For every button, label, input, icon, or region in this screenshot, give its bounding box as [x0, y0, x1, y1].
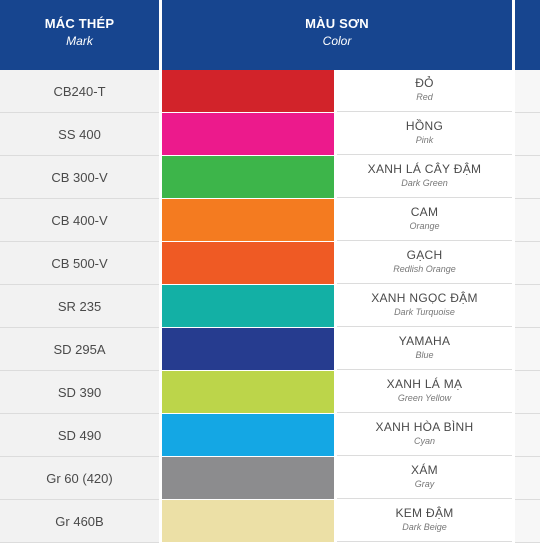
mark-cell: Gr 460B [0, 500, 159, 543]
mark-cell: SD 295A [0, 328, 159, 371]
color-name-cell: XANH HÒA BÌNH Cyan [337, 414, 512, 456]
table-row: SD 490 XANH HÒA BÌNH Cyan [0, 414, 540, 457]
color-swatch [162, 156, 334, 199]
color-swatch [162, 242, 334, 285]
color-name-vn: YAMAHA [398, 334, 451, 348]
mark-cell: SR 235 [0, 285, 159, 328]
table-row: CB 400-V CAM Orange [0, 199, 540, 242]
color-name-cell: GẠCH Redlish Orange [337, 242, 512, 284]
extra-cell [515, 328, 540, 371]
color-name-cell: ĐỎ Red [337, 70, 512, 112]
color-name-cell: CAM Orange [337, 199, 512, 241]
color-name-vn: CAM [410, 205, 439, 219]
extra-cell [515, 371, 540, 414]
color-name-cell: HỒNG Pink [337, 113, 512, 155]
color-name-vn: XANH NGỌC ĐẬM [371, 291, 478, 305]
mark-cell: SS 400 [0, 113, 159, 156]
table-row: SS 400 HỒNG Pink [0, 113, 540, 156]
color-name-cell: YAMAHA Blue [337, 328, 512, 370]
color-name-en: Red [416, 92, 433, 102]
table-body: CB240-T ĐỎ Red SS 400 HỒNG Pink CB 300-V XANH L… [0, 70, 540, 543]
color-name-en: Green Yellow [397, 393, 452, 403]
mark-cell: SD 390 [0, 371, 159, 414]
extra-cell [515, 500, 540, 543]
table-header: MÁC THÉP Mark MÀU SƠN Color [0, 0, 540, 70]
extra-cell [515, 199, 540, 242]
table-row: SR 235 XANH NGỌC ĐẬM Dark Turquoise [0, 285, 540, 328]
color-swatch [162, 199, 334, 242]
table-row: CB240-T ĐỎ Red [0, 70, 540, 113]
table-row: SD 295A YAMAHA Blue [0, 328, 540, 371]
mark-cell: Gr 60 (420) [0, 457, 159, 500]
color-name-vn: XANH LÁ MẠ [386, 377, 463, 391]
color-name-en: Dark Beige [402, 522, 447, 532]
color-name-vn: KEM ĐẬM [395, 506, 454, 520]
color-name-vn: XANH LÁ CÂY ĐẬM [367, 162, 482, 176]
table-row: Gr 60 (420) XÁM Gray [0, 457, 540, 500]
extra-cell [515, 457, 540, 500]
color-name-en: Pink [415, 135, 434, 145]
extra-cell [515, 156, 540, 199]
color-name-vn: HỒNG [405, 119, 444, 133]
color-name-cell: XANH LÁ CÂY ĐẬM Dark Green [337, 156, 512, 198]
extra-cell [515, 414, 540, 457]
color-name-en: Blue [415, 350, 434, 360]
extra-cell [515, 70, 540, 113]
color-name-cell: XANH LÁ MẠ Green Yellow [337, 371, 512, 413]
color-name-cell: KEM ĐẬM Dark Beige [337, 500, 512, 542]
color-swatch [162, 500, 334, 543]
header-color-label: MÀU SƠN [305, 16, 369, 31]
mark-cell: SD 490 [0, 414, 159, 457]
mark-cell: CB 500-V [0, 242, 159, 285]
color-name-en: Orange [409, 221, 440, 231]
color-swatch [162, 371, 334, 414]
extra-cell [515, 242, 540, 285]
header-extra-column [515, 0, 540, 70]
table-row: SD 390 XANH LÁ MẠ Green Yellow [0, 371, 540, 414]
table-row: CB 500-V GẠCH Redlish Orange [0, 242, 540, 285]
color-swatch [162, 457, 334, 500]
table-row: CB 300-V XANH LÁ CÂY ĐẬM Dark Green [0, 156, 540, 199]
mark-cell: CB 400-V [0, 199, 159, 242]
color-name-cell: XÁM Gray [337, 457, 512, 499]
header-mark: MÁC THÉP Mark [0, 0, 159, 70]
color-name-vn: GẠCH [406, 248, 443, 262]
extra-cell [515, 285, 540, 328]
header-color-sub: Color [322, 34, 352, 48]
color-name-vn: ĐỎ [415, 76, 434, 90]
color-name-en: Dark Green [401, 178, 448, 188]
color-name-en: Cyan [413, 436, 435, 446]
table-row: Gr 460B KEM ĐẬM Dark Beige [0, 500, 540, 543]
color-name-vn: XÁM [411, 463, 438, 477]
color-name-en: Dark Turquoise [394, 307, 455, 317]
color-swatch [162, 328, 334, 371]
header-mark-label: MÁC THÉP [44, 16, 115, 31]
color-name-vn: XANH HÒA BÌNH [375, 420, 474, 434]
color-swatch [162, 414, 334, 457]
color-name-en: Gray [414, 479, 435, 489]
color-name-cell: XANH NGỌC ĐẬM Dark Turquoise [337, 285, 512, 327]
color-swatch [162, 113, 334, 156]
color-name-en: Redlish Orange [393, 264, 456, 274]
mark-cell: CB 300-V [0, 156, 159, 199]
mark-cell: CB240-T [0, 70, 159, 113]
header-mark-sub: Mark [66, 34, 93, 48]
color-swatch [162, 70, 334, 113]
header-color: MÀU SƠN Color [162, 0, 512, 70]
color-swatch [162, 285, 334, 328]
extra-cell [515, 113, 540, 156]
